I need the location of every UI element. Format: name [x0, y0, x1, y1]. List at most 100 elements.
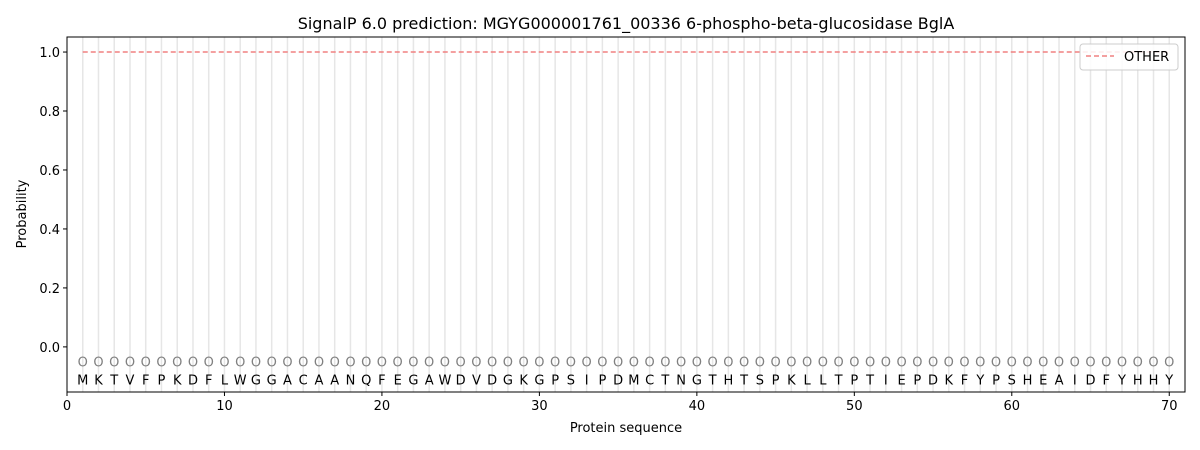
residue-label: G	[267, 373, 277, 388]
residue-label: L	[819, 373, 827, 388]
region-marker: O	[849, 356, 859, 371]
region-marker: O	[676, 356, 686, 371]
region-marker: O	[219, 356, 229, 371]
y-tick-label: 1.0	[39, 46, 60, 61]
region-marker: O	[314, 356, 324, 371]
region-marker: O	[1133, 356, 1143, 371]
residue-label: M	[77, 373, 88, 388]
residue-label: L	[221, 373, 229, 388]
residue-label: G	[503, 373, 513, 388]
region-marker: O	[881, 356, 891, 371]
residue-label: T	[834, 373, 843, 388]
x-tick-label: 40	[689, 399, 706, 414]
residue-label: Y	[1164, 373, 1173, 388]
residue-label: G	[408, 373, 418, 388]
region-marker: O	[267, 356, 277, 371]
residue-label: A	[330, 373, 339, 388]
residue-label: A	[314, 373, 323, 388]
residue-label: P	[772, 373, 780, 388]
region-marker: O	[471, 356, 481, 371]
residue-label: K	[945, 373, 954, 388]
residue-label: H	[723, 373, 733, 388]
residue-label: D	[188, 373, 198, 388]
residue-label: K	[519, 373, 528, 388]
y-axis-label: Probability	[15, 179, 30, 248]
residue-label: D	[928, 373, 938, 388]
region-marker: O	[865, 356, 875, 371]
residue-label: N	[346, 373, 356, 388]
region-marker: O	[645, 356, 655, 371]
residue-label: K	[94, 373, 103, 388]
residue-label: G	[692, 373, 702, 388]
region-marker: O	[928, 356, 938, 371]
region-marker: O	[755, 356, 765, 371]
region-marker: O	[93, 356, 103, 371]
residue-label: E	[1039, 373, 1047, 388]
plot-frame	[66, 36, 1186, 393]
residue-label: K	[787, 373, 796, 388]
region-marker: O	[692, 356, 702, 371]
legend-label-other: OTHER	[1124, 50, 1169, 65]
residue-label: A	[283, 373, 292, 388]
residue-label: L	[803, 373, 811, 388]
residue-label: P	[850, 373, 858, 388]
residue-label: W	[234, 373, 247, 388]
x-tick-label: 50	[846, 399, 863, 414]
region-marker: O	[424, 356, 434, 371]
residue-label: C	[299, 373, 308, 388]
y-tick-label: 0.4	[39, 223, 60, 238]
residue-label: S	[1008, 373, 1016, 388]
residue-label: C	[645, 373, 654, 388]
residue-label: T	[865, 373, 874, 388]
region-marker: O	[660, 356, 670, 371]
region-marker: O	[1007, 356, 1017, 371]
region-marker: O	[550, 356, 560, 371]
residue-label: P	[598, 373, 606, 388]
region-marker: O	[582, 356, 592, 371]
residue-label: P	[551, 373, 559, 388]
region-marker: O	[912, 356, 922, 371]
residue-label: G	[534, 373, 544, 388]
region-marker: O	[896, 356, 906, 371]
region-marker: O	[802, 356, 812, 371]
region-marker: O	[298, 356, 308, 371]
residue-label: K	[173, 373, 182, 388]
region-marker: O	[723, 356, 733, 371]
region-marker: O	[944, 356, 954, 371]
x-tick-label: 30	[531, 399, 548, 414]
residue-label: D	[487, 373, 497, 388]
residue-label: N	[676, 373, 686, 388]
region-marker: O	[78, 356, 88, 371]
region-marker: O	[1054, 356, 1064, 371]
chart-title: SignalP 6.0 prediction: MGYG000001761_00…	[298, 14, 955, 34]
region-marker: O	[818, 356, 828, 371]
region-marker: O	[1022, 356, 1032, 371]
region-marker: O	[1070, 356, 1080, 371]
residue-label: Y	[1117, 373, 1126, 388]
region-marker: O	[330, 356, 340, 371]
residue-label: H	[1149, 373, 1159, 388]
residue-label: D	[613, 373, 623, 388]
residue-label: S	[567, 373, 575, 388]
y-tick-label: 0.2	[39, 282, 60, 297]
residue-label: T	[109, 373, 118, 388]
region-marker: O	[503, 356, 513, 371]
x-tick-label: 70	[1161, 399, 1178, 414]
residue-label: H	[1023, 373, 1033, 388]
residue-label: V	[472, 373, 481, 388]
y-tick-label: 0.6	[39, 164, 60, 179]
region-marker: O	[1101, 356, 1111, 371]
region-marker: O	[959, 356, 969, 371]
region-marker: O	[1164, 356, 1174, 371]
region-marker: O	[345, 356, 355, 371]
residue-label: P	[158, 373, 166, 388]
region-marker: O	[408, 356, 418, 371]
y-tick-label: 0.0	[39, 341, 60, 356]
region-marker: O	[377, 356, 387, 371]
residue-label: G	[251, 373, 261, 388]
residue-label: F	[205, 373, 212, 388]
residue-label: I	[585, 373, 589, 388]
region-marker: O	[393, 356, 403, 371]
